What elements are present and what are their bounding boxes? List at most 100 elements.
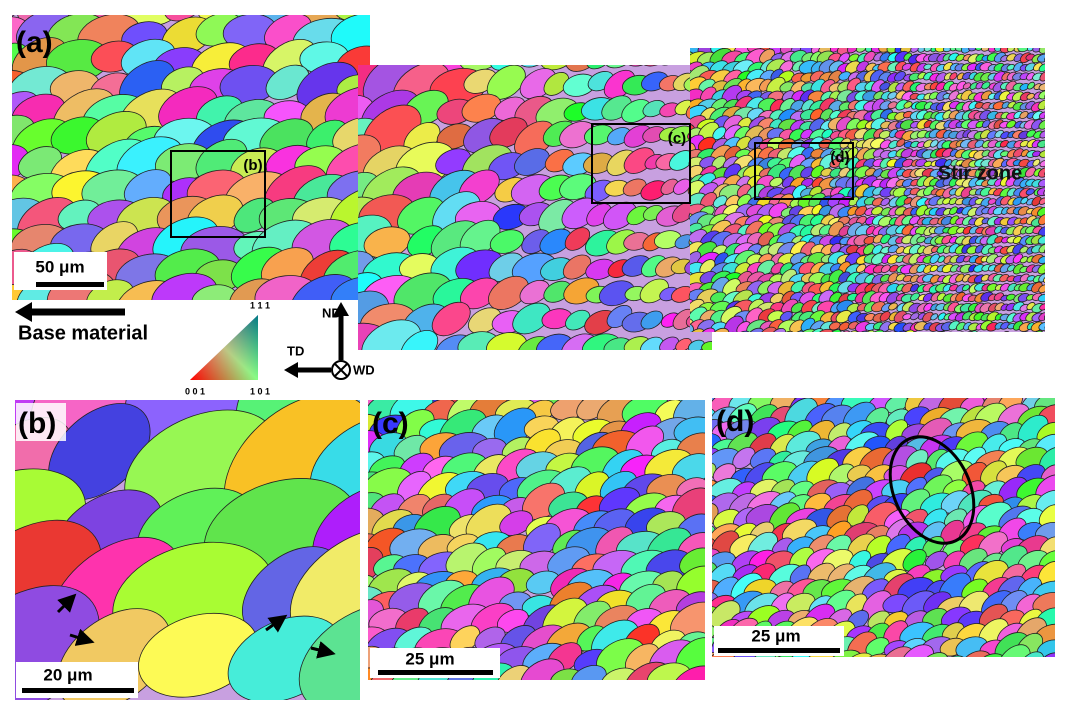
grain [863,243,875,255]
grain [1045,283,1056,292]
grain [720,26,747,51]
grain [701,341,712,350]
grain [1007,167,1017,177]
zoom-box [170,150,266,238]
grain [949,72,958,81]
arrow-head [15,302,32,322]
grain [642,100,666,118]
grain [520,658,565,680]
grain [900,31,916,44]
grain [986,32,1000,45]
grain [808,29,828,46]
grain [690,328,706,332]
grain [1038,273,1045,283]
scale-bar-label: 25 μm [751,626,800,645]
grain [709,28,731,49]
scale-bar [718,648,840,653]
grain [835,310,852,324]
grain [862,653,893,657]
grain [900,148,914,159]
grain [871,206,884,216]
grain [962,284,971,292]
grain [930,313,939,321]
grain [675,337,692,350]
grain [816,328,835,332]
grain [1044,89,1045,101]
grain [846,48,859,54]
grain [923,302,933,312]
grain [565,309,591,331]
grain [585,65,614,70]
grain [828,30,845,46]
grain [688,339,705,350]
grain [163,15,207,22]
grain [974,139,985,148]
grain [981,81,991,90]
grain [659,336,680,350]
grain [690,142,696,164]
grain [1025,331,1037,332]
grain [1038,111,1045,119]
ipf-triangle [190,315,258,380]
label-bg [16,403,66,441]
grain [855,32,868,44]
grain [1031,196,1042,207]
grain [981,333,991,341]
grain [999,282,1011,292]
grain [735,29,753,44]
grain [1044,137,1045,148]
grain [847,33,860,43]
grain [1032,330,1044,332]
grain [1037,206,1045,217]
grain [916,235,926,244]
grain [968,48,978,52]
grain [712,561,718,589]
grain [888,302,898,311]
grain [624,65,653,67]
grain [1044,263,1045,274]
grain [1037,53,1045,63]
grain [690,240,694,261]
grain [1045,129,1056,140]
grain [1017,377,1047,400]
arrow-head [333,302,349,316]
grain [1012,32,1026,45]
grain [910,48,920,53]
grain [993,332,1006,342]
grain [1045,150,1054,157]
grain [855,48,867,53]
grain [1044,216,1055,226]
grain [1045,62,1055,70]
grain [880,264,891,274]
grain [1030,33,1043,43]
grain [903,187,913,197]
grain [1024,166,1037,178]
grain [962,82,972,90]
grain [895,246,905,255]
grain [879,82,891,91]
annotations [170,123,976,545]
pointer-arrows [56,593,336,659]
grain [863,329,875,332]
grain [1013,332,1023,340]
grain [1039,160,1045,168]
grain [837,32,851,44]
grain [800,166,814,179]
grain [1038,83,1045,92]
grain [1045,254,1056,263]
grain [988,332,998,341]
grain [712,462,717,485]
grain [1044,53,1045,64]
grain [960,186,973,199]
grain [900,644,934,657]
grain [1037,293,1045,303]
grain [887,31,901,45]
grain [903,101,913,109]
grain [949,206,959,215]
grain [604,65,636,69]
grain [1007,48,1017,53]
grain [564,227,591,251]
grain [929,253,940,264]
grain [863,32,879,46]
grain [671,665,705,680]
